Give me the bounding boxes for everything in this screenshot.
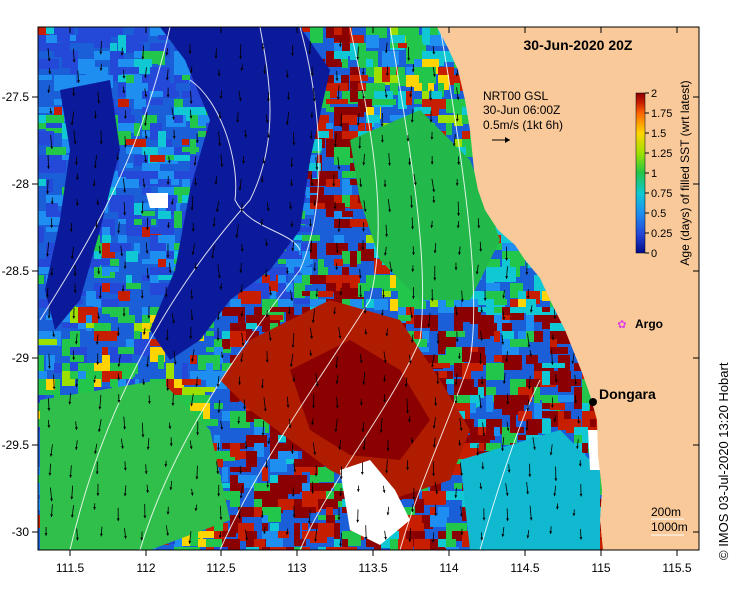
- town-label: Dongara: [599, 386, 656, 402]
- colorbar-tick-label: 1.5: [651, 128, 666, 140]
- white-mask-1: [340, 460, 410, 545]
- town-dot-icon: [589, 398, 597, 406]
- x-tick-label: 112: [136, 561, 155, 575]
- bathymetry-contours: [39, 27, 541, 550]
- current-legend-time: 30-Jun 06:00Z: [483, 103, 560, 117]
- x-tick-label: 112.5: [206, 561, 235, 575]
- x-tick-label: 113: [287, 561, 306, 575]
- current-legend: NRT00 GSL 30-Jun 06:00Z 0.5m/s (1kt 6h): [483, 89, 563, 143]
- argo-icon: ✿: [617, 319, 626, 331]
- cyan-band-south: [460, 430, 600, 550]
- colorbar-ticks: 2 1.75 1.5 1.25 1 0.75 0.5 0.25 0: [645, 88, 672, 260]
- colorbar-tick-label: 2: [651, 88, 657, 100]
- colorbar-tick-label: 0.5: [651, 208, 666, 220]
- depth-contour-key: 200m 1000m: [651, 505, 688, 536]
- town-marker: Dongara: [589, 386, 656, 406]
- colorbar-tick-label: 1.25: [651, 148, 672, 160]
- deep-blue-tongue: [150, 27, 330, 360]
- y-tick-label: -27.5: [2, 90, 30, 104]
- colorbar-label: Age (days) of filled SST (wrt latest): [678, 80, 692, 265]
- x-tick-label: 115: [591, 561, 610, 575]
- y-tick-label: -28: [12, 177, 30, 191]
- white-mask-2: [146, 193, 168, 208]
- colorbar-tick-label: 1.75: [651, 108, 672, 120]
- green-band-east: [350, 110, 500, 300]
- x-tick-label: 114: [439, 561, 458, 575]
- x-axis: 111.5 112 112.5 113 113.5 114 114.5 115 115.5: [56, 27, 692, 575]
- x-tick-label: 111.5: [56, 561, 85, 575]
- x-tick-label: 113.5: [358, 561, 387, 575]
- x-tick-label: 115.5: [662, 561, 691, 575]
- map-title: 30-Jun-2020 20Z: [524, 37, 633, 53]
- y-tick-label: -28.5: [2, 264, 30, 278]
- white-mask-coast: [588, 430, 600, 470]
- colorbar-tick-label: 1: [651, 168, 657, 180]
- colorbar: 2 1.75 1.5 1.25 1 0.75 0.5 0.25 0 Age (days) of …: [635, 80, 692, 266]
- credit-text: © IMOS 03-Jul-2020 13:20 Hobart: [716, 362, 731, 560]
- current-scale-arrowhead: [505, 137, 510, 143]
- colorbar-tick-label: 0: [651, 248, 657, 260]
- land: [437, 27, 699, 550]
- colorbar-ramp: [635, 92, 646, 254]
- y-tick-label: -29: [12, 351, 30, 365]
- y-tick-label: -30: [12, 525, 30, 539]
- depth-label-1000: 1000m: [651, 520, 688, 534]
- y-axis: -27.5 -28 -28.5 -29 -29.5 -30: [2, 90, 699, 539]
- y-tick-label: -29.5: [2, 438, 30, 452]
- colorbar-tick-label: 0.75: [651, 188, 672, 200]
- plot-frame: [37, 26, 700, 551]
- argo-label: Argo: [635, 317, 663, 331]
- depth-label-200: 200m: [651, 505, 681, 519]
- green-band-south: [40, 380, 230, 550]
- current-legend-scale: 0.5m/s (1kt 6h): [483, 118, 563, 132]
- argo-marker: ✿ Argo: [617, 317, 663, 331]
- colorbar-tick-label: 0.25: [651, 228, 672, 240]
- current-legend-model: NRT00 GSL: [483, 89, 548, 103]
- map-plot-area: [38, 27, 699, 550]
- x-tick-label: 114.5: [510, 561, 539, 575]
